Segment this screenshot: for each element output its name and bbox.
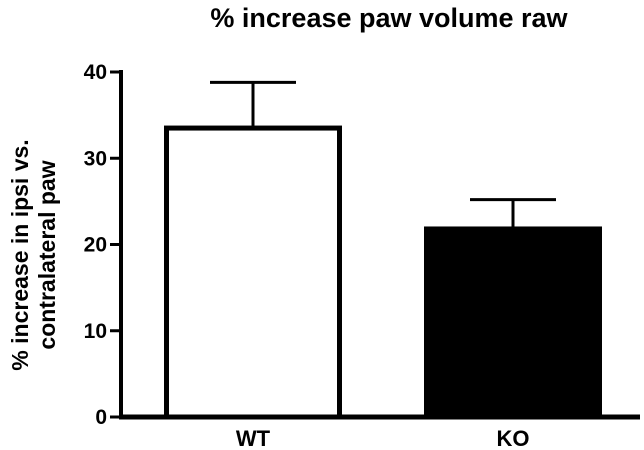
y-axis-label-line-1: % increase in ipsi vs. (7, 139, 33, 370)
y-tick-label: 30 (84, 147, 107, 170)
y-axis-label: % increase in ipsi vs. contralateral paw (7, 139, 60, 370)
x-axis-labels: WT KO (236, 426, 530, 450)
bar-wt (167, 128, 340, 417)
chart-title: % increase paw volume raw (210, 3, 568, 33)
plot-area (167, 82, 600, 417)
y-tick-label: 20 (84, 234, 107, 257)
y-tick-label: 40 (84, 61, 107, 84)
y-tick-label: 10 (84, 320, 107, 343)
x-category-label-ko: KO (497, 426, 530, 450)
y-tick-label: 0 (95, 406, 107, 429)
y-axis-label-line-2: contralateral paw (34, 160, 60, 349)
y-axis-ticks: 0 10 20 30 40 (84, 61, 121, 429)
bar-ko (427, 229, 600, 417)
x-category-label-wt: WT (236, 426, 271, 450)
